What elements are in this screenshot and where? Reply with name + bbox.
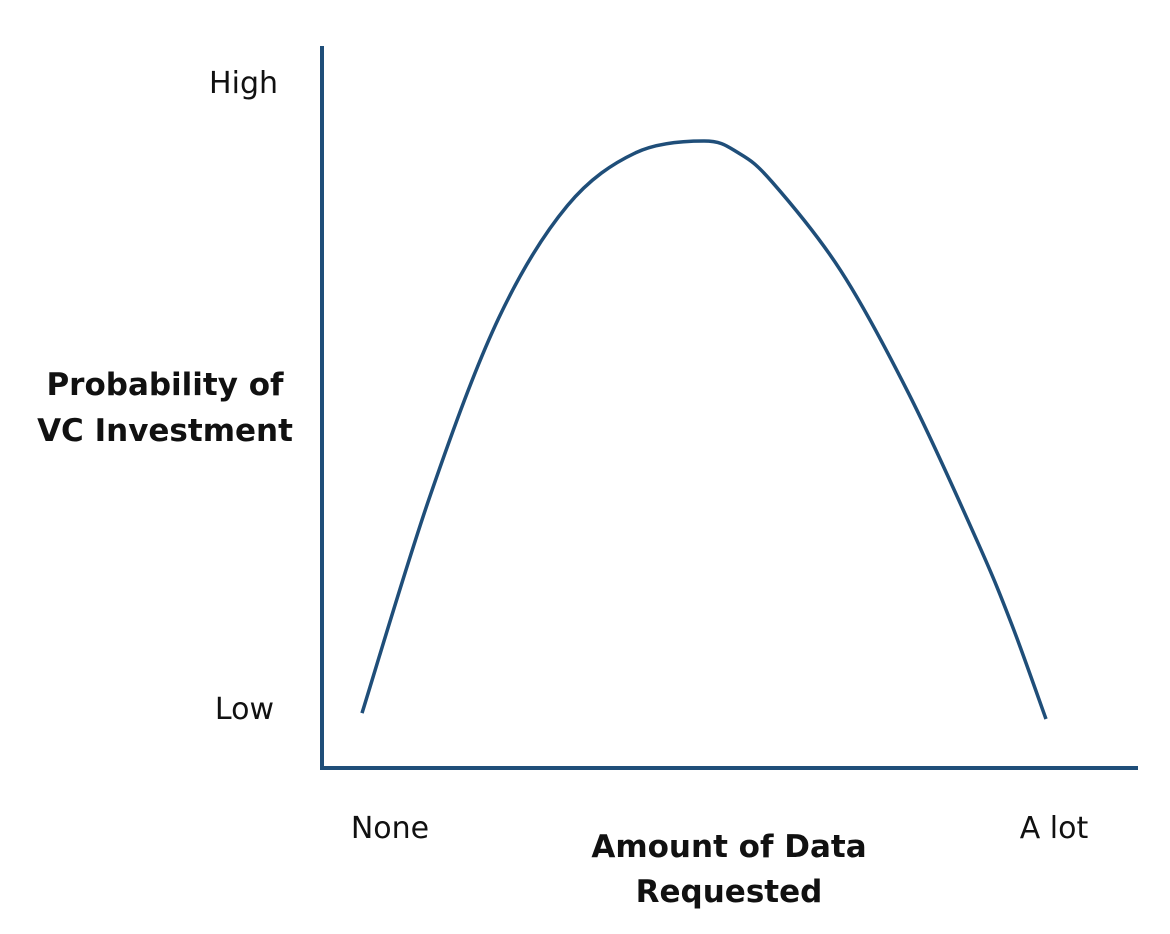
x-axis-title-line-2: Requested — [636, 874, 823, 910]
y-axis-title-line-1: Probability of — [46, 367, 284, 403]
x-tick-label-none: None — [351, 811, 429, 846]
y-axis-title-line-2: VC Investment — [37, 413, 293, 449]
series-line — [360, 139, 1048, 720]
x-tick-label-a-lot: A lot — [1020, 811, 1089, 846]
x-axis-title-line-1: Amount of Data — [591, 829, 866, 865]
y-tick-label-low: Low — [215, 692, 274, 727]
y-tick-label-high: High — [209, 66, 278, 101]
